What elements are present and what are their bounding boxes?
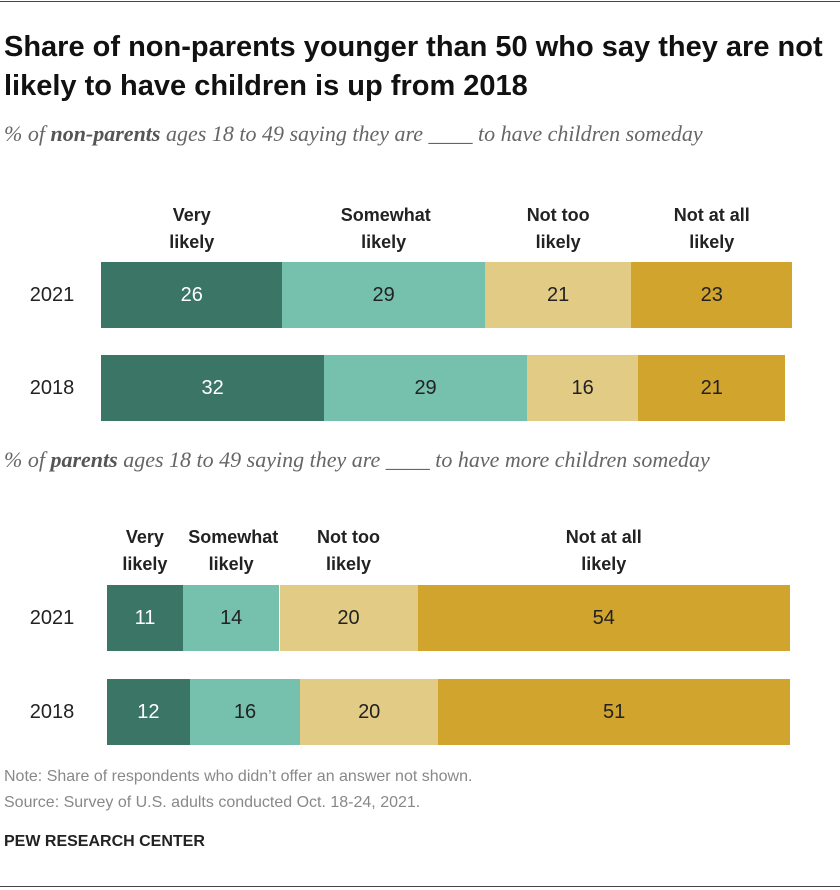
subtitle: % of non-parents ages 18 to 49 saying th… [4,118,804,150]
value-label: 14 [220,607,243,629]
note: Note: Share of respondents who didn’t of… [4,768,473,785]
value-label: 23 [700,284,723,306]
legend-label: Not at all likely [673,205,750,252]
bar-segment [101,355,325,421]
value-label: 16 [571,377,594,399]
subtitle-text: % of [4,447,51,472]
y-tick-label: 2021 [29,607,75,629]
value-label: 20 [337,607,360,629]
bar-segment [300,679,439,745]
bar-segment [107,679,190,745]
legend-label: Not too likely [526,205,590,252]
bottom-rule [0,886,840,887]
bar-segment [484,262,632,328]
top-rule [0,1,840,2]
subtitle-emphasis: parents [50,447,118,472]
value-label: 54 [592,607,615,629]
subtitle-text: % of [4,121,51,146]
bar-segment [526,355,639,421]
legend-label: Not too likely [317,527,380,574]
value-label: 51 [603,701,626,723]
value-label: 11 [134,607,156,629]
bar-segment [101,262,283,328]
subtitle-text: ages 18 to 49 saying they are ____ to ha… [117,447,710,472]
legend-label: Somewhat likely [340,205,431,252]
bar-segment [438,679,791,745]
subtitle: % of parents ages 18 to 49 saying they a… [4,444,804,476]
value-label: 20 [358,701,381,723]
y-tick-label: 2021 [29,284,75,306]
legend-label: Very likely [169,205,215,252]
bar-segment [638,355,786,421]
legend-label: Very likely [122,527,168,574]
y-tick-label: 2018 [29,701,75,723]
value-label: 29 [372,284,395,306]
chart-title: Share of non-parents younger than 50 who… [4,31,823,102]
value-label: 12 [137,701,160,723]
bar-segment [107,585,183,651]
subtitle-emphasis: non-parents [50,121,161,146]
value-label: 21 [547,284,570,306]
value-label: 21 [700,377,723,399]
legend-label: Not at all likely [565,527,642,574]
bar-segment [324,355,527,421]
bar-segment [182,585,280,651]
subtitle-text: ages 18 to 49 saying they are ____ to ha… [160,121,703,146]
value-label: 26 [180,284,203,306]
legend-label: Somewhat likely [188,527,279,574]
value-label: 32 [201,377,224,399]
value-label: 29 [414,377,437,399]
value-label: 16 [233,701,257,723]
y-tick-label: 2018 [29,377,75,399]
credit: PEW RESEARCH CENTER [4,833,205,850]
bar-segment [279,585,418,651]
bar-segment [417,585,791,651]
bar-segment [189,679,301,745]
bar-segment [631,262,792,328]
bar-segment [282,262,485,328]
source: Source: Survey of U.S. adults conducted … [4,794,421,811]
